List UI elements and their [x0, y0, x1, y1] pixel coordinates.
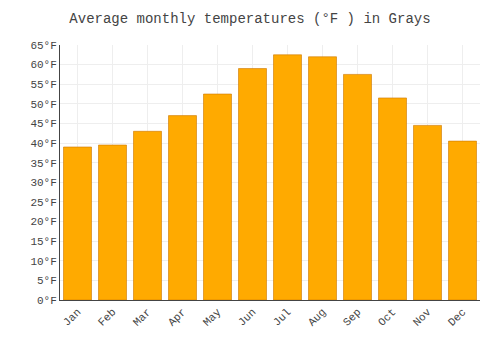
svg-text:Average monthly temperatures (: Average monthly temperatures (°F ) in Gr…: [69, 11, 430, 27]
svg-text:10°F: 10°F: [30, 256, 56, 268]
svg-text:Jan: Jan: [61, 306, 83, 328]
svg-text:65°F: 65°F: [30, 40, 56, 52]
svg-text:60°F: 60°F: [30, 59, 56, 71]
svg-text:55°F: 55°F: [30, 79, 56, 91]
svg-text:45°F: 45°F: [30, 118, 56, 130]
svg-text:0°F: 0°F: [37, 295, 57, 307]
svg-text:Mar: Mar: [131, 306, 153, 328]
svg-text:50°F: 50°F: [30, 99, 56, 111]
svg-text:20°F: 20°F: [30, 216, 56, 228]
svg-text:Dec: Dec: [446, 306, 468, 328]
svg-text:15°F: 15°F: [30, 236, 56, 248]
svg-text:Nov: Nov: [411, 306, 434, 329]
svg-text:40°F: 40°F: [30, 138, 56, 150]
svg-text:Aug: Aug: [306, 306, 328, 328]
svg-text:Sep: Sep: [341, 306, 363, 328]
svg-text:Jul: Jul: [271, 306, 293, 328]
svg-text:May: May: [201, 306, 224, 329]
svg-text:30°F: 30°F: [30, 177, 56, 189]
svg-text:Apr: Apr: [166, 306, 188, 328]
svg-text:35°F: 35°F: [30, 158, 56, 170]
svg-text:Jun: Jun: [236, 306, 258, 328]
svg-text:Feb: Feb: [96, 306, 118, 328]
svg-text:Oct: Oct: [376, 306, 398, 328]
svg-text:5°F: 5°F: [37, 275, 57, 287]
svg-text:25°F: 25°F: [30, 197, 56, 209]
